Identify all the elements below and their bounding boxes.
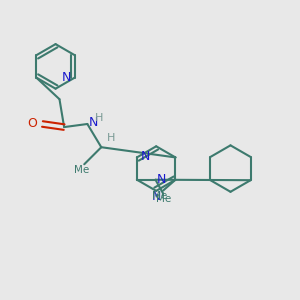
Text: N: N bbox=[157, 173, 166, 186]
Text: O: O bbox=[27, 118, 37, 130]
Text: N: N bbox=[152, 190, 161, 203]
Text: Me: Me bbox=[152, 191, 168, 201]
Text: H: H bbox=[95, 113, 103, 123]
Text: N: N bbox=[62, 71, 71, 84]
Text: Me: Me bbox=[156, 194, 171, 204]
Text: H: H bbox=[106, 133, 115, 143]
Text: Me: Me bbox=[74, 165, 89, 175]
Text: N: N bbox=[89, 116, 98, 129]
Text: N: N bbox=[141, 150, 151, 163]
